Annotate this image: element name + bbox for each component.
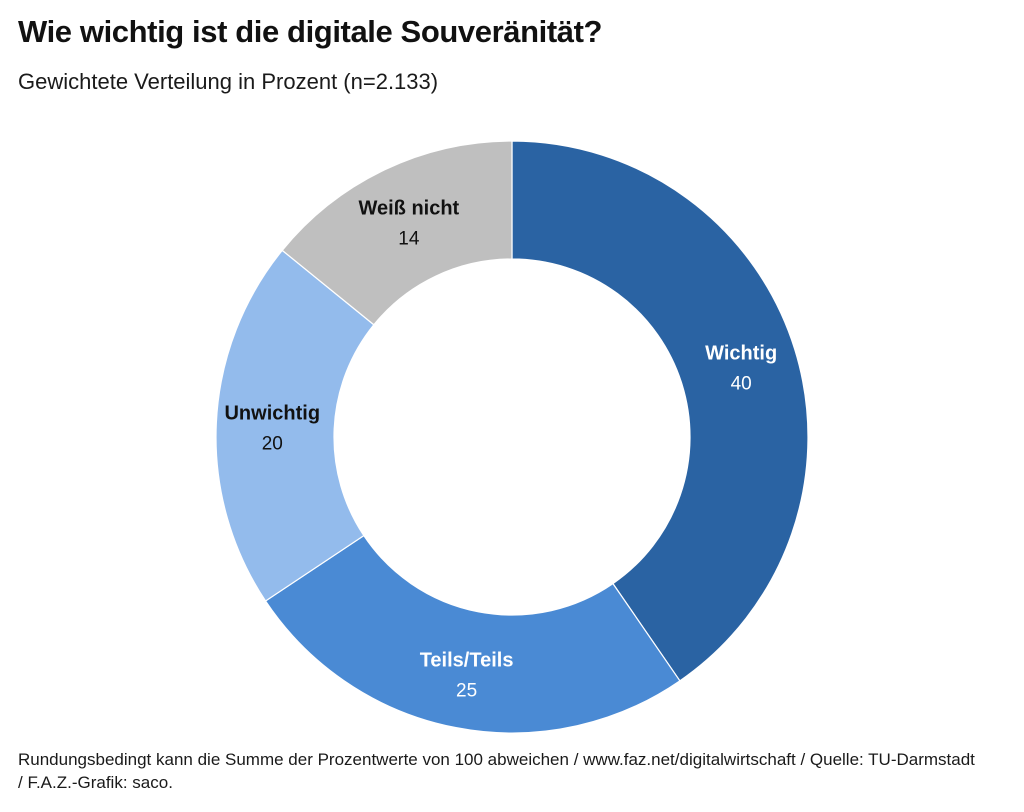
chart-subtitle: Gewichtete Verteilung in Prozent (n=2.13…	[18, 69, 439, 94]
slice-weiss-nicht	[281, 140, 513, 326]
slice-value-unwichtig: 20	[262, 434, 283, 455]
slice-label-wichtig: Wichtig	[705, 343, 777, 365]
donut-slices	[215, 140, 809, 734]
slice-label-teils-teils: Teils/Teils	[420, 650, 514, 672]
slice-label-weiss-nicht: Weiß nicht	[358, 197, 459, 219]
slice-teils-teils	[264, 534, 681, 734]
slice-value-wichtig: 40	[731, 374, 752, 395]
slice-wichtig	[511, 140, 809, 682]
donut-labels: Wichtig 40 Teils/Teils 25 Unwichtig 20 Weiß ni…	[224, 197, 777, 701]
slice-label-unwichtig: Unwichtig	[224, 403, 320, 425]
chart-title: Wie wichtig ist die digitale Souveränitä…	[18, 14, 603, 49]
slice-value-teils-teils: 25	[456, 681, 477, 702]
slice-unwichtig	[215, 249, 375, 602]
slice-value-weiss-nicht: 14	[398, 228, 420, 249]
chart-footer-note: Rundungsbedingt kann die Summe der Proze…	[18, 750, 975, 792]
